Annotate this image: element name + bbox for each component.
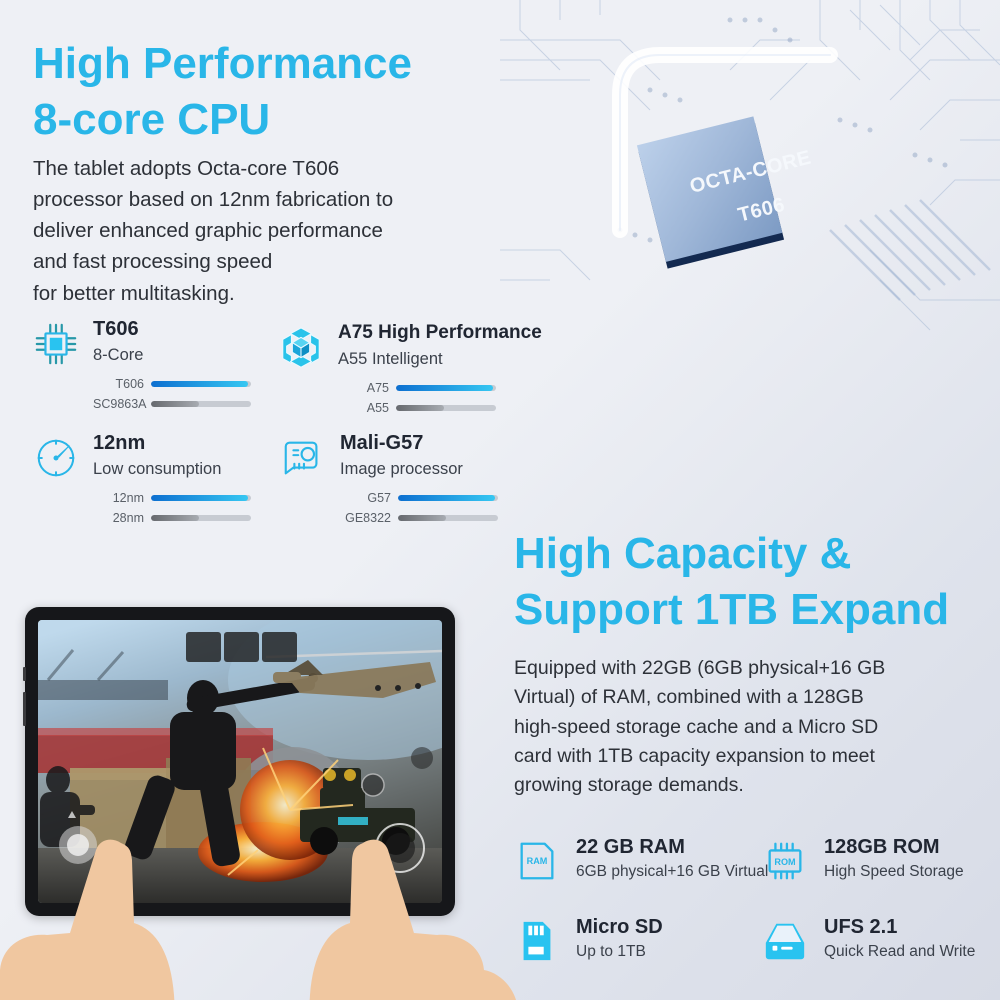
svg-text:ROM: ROM — [774, 857, 795, 867]
